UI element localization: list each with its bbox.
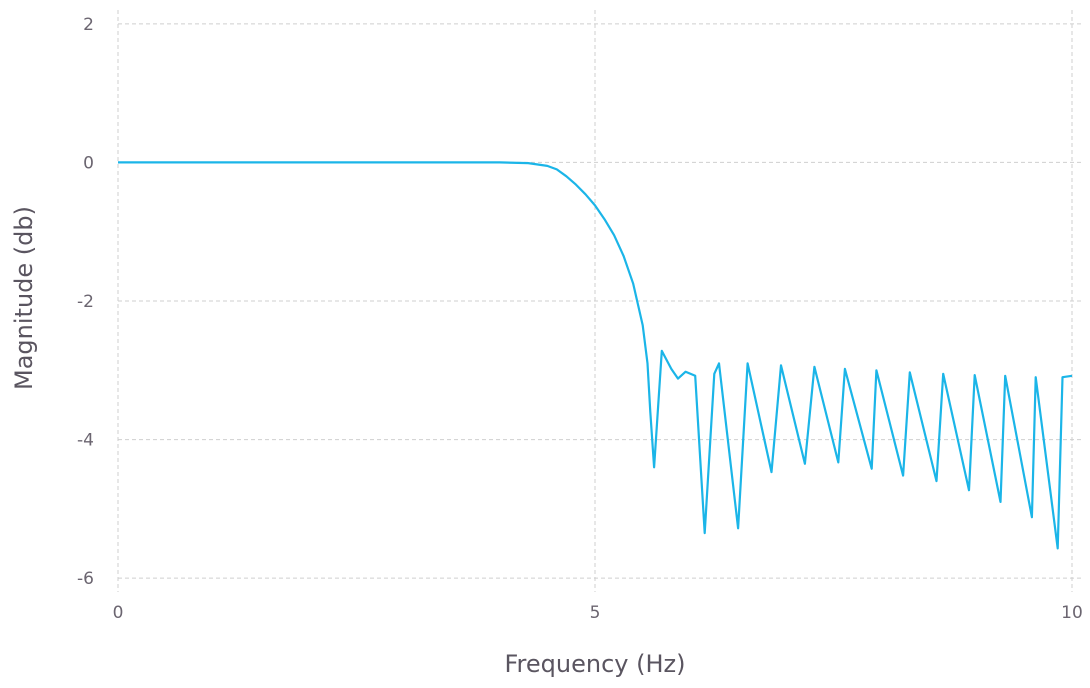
x-tick-label: 10 bbox=[1061, 603, 1083, 623]
x-tick-label: 5 bbox=[590, 603, 601, 623]
y-tick-label: -6 bbox=[77, 569, 94, 589]
series-layer bbox=[118, 161, 1073, 550]
grid bbox=[117, 10, 1082, 592]
y-tick-label: -4 bbox=[77, 431, 94, 451]
x-tick-label: 0 bbox=[113, 603, 124, 623]
series-line bbox=[118, 161, 1073, 550]
x-axis-label: Frequency (Hz) bbox=[505, 650, 686, 678]
tick-labels: 0 5 10 2 0 -2 -4 -6 bbox=[77, 15, 1083, 623]
y-tick-label: 2 bbox=[83, 15, 94, 35]
y-axis-label: Magnitude (db) bbox=[10, 206, 38, 390]
y-tick-label: -2 bbox=[77, 292, 94, 312]
y-tick-label: 0 bbox=[83, 153, 94, 173]
